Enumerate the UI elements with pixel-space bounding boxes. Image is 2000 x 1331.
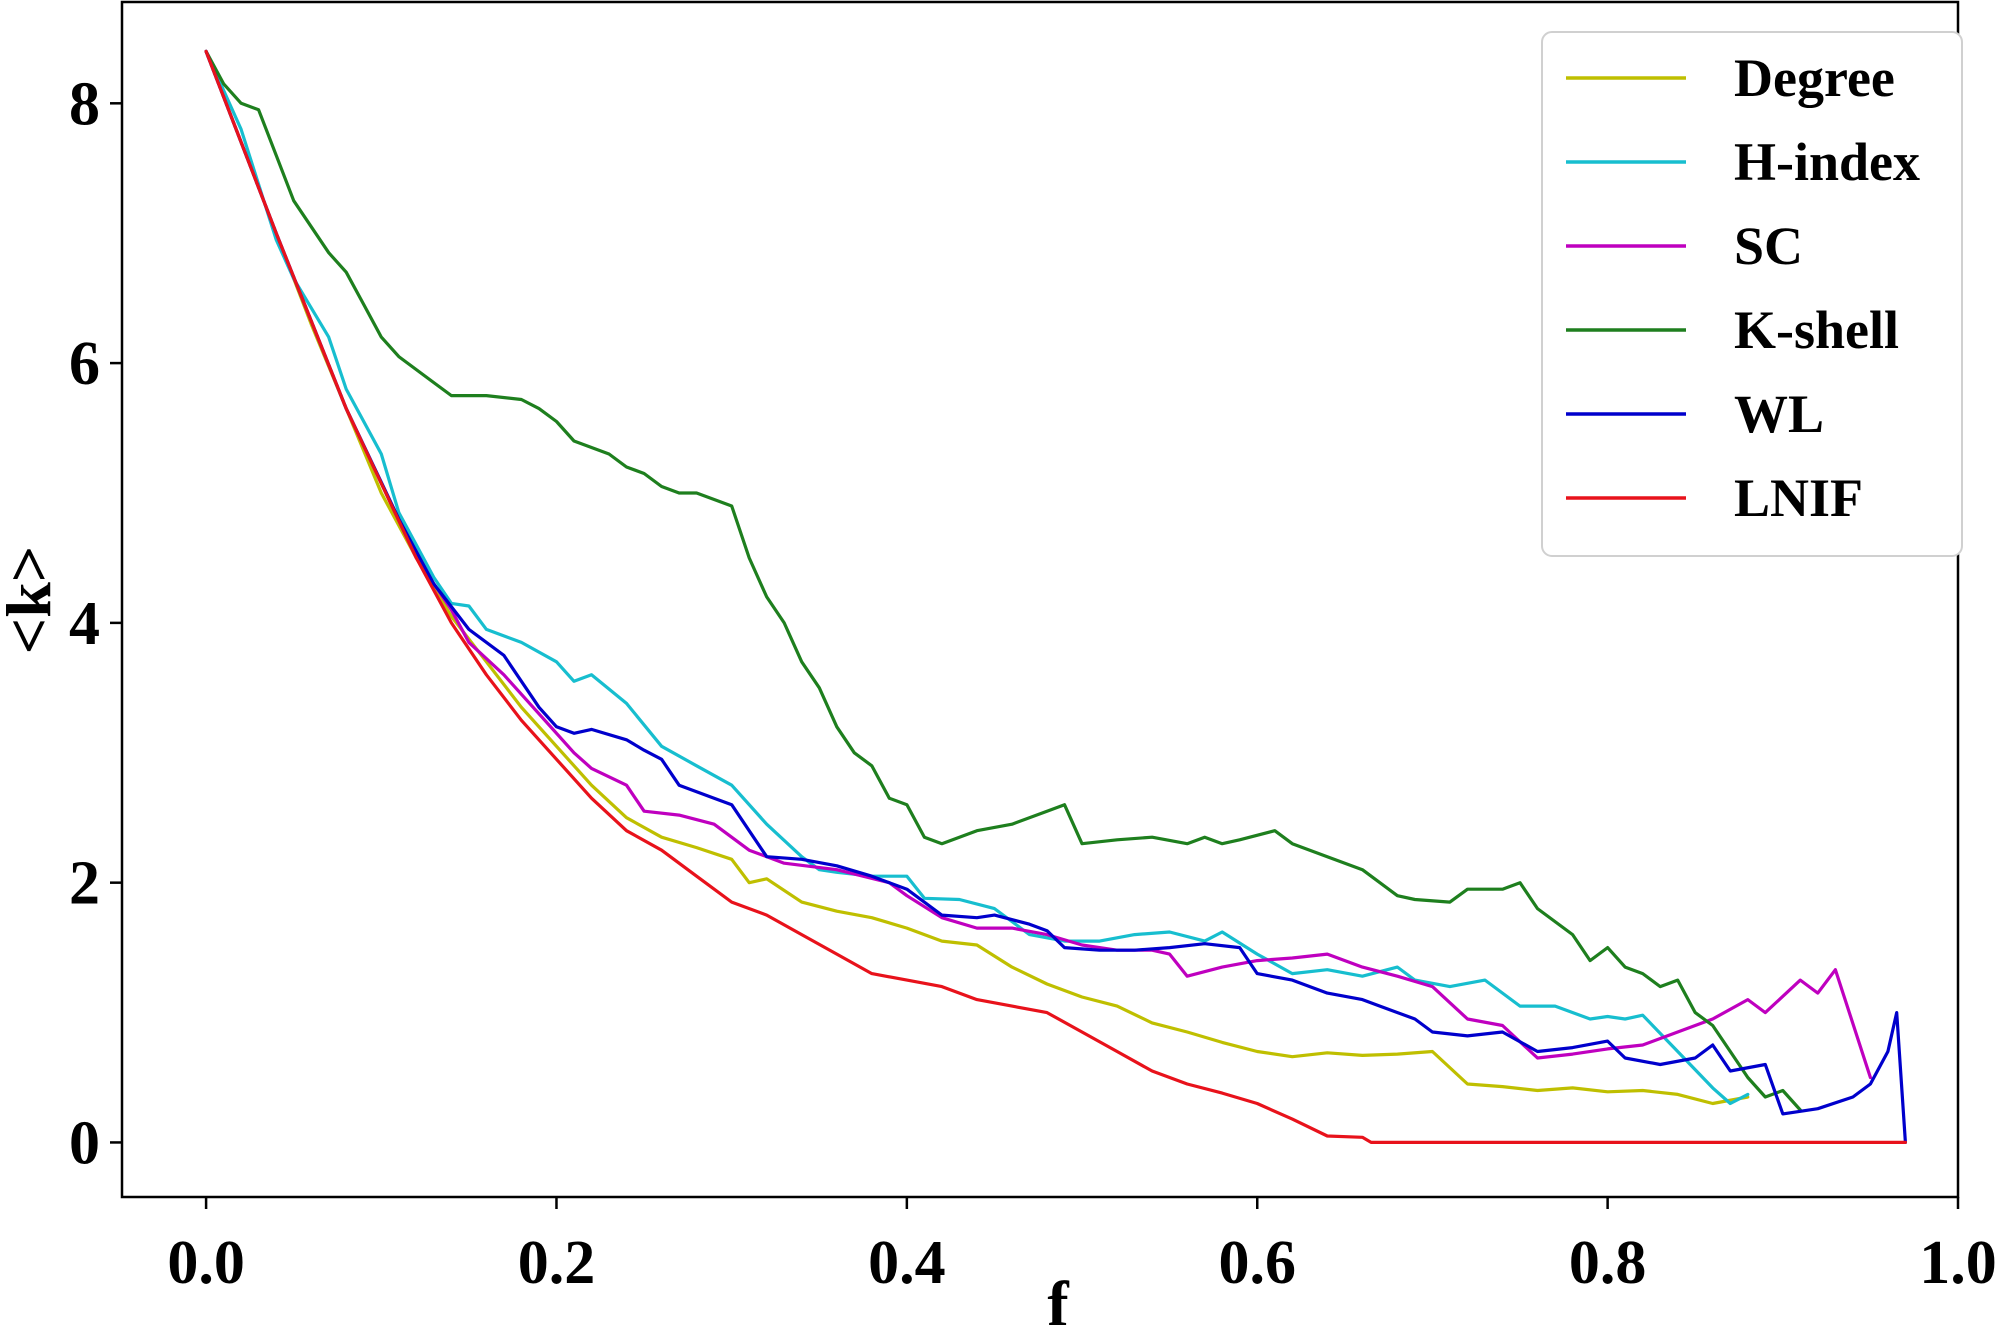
x-tick-label: 0.2 [518, 1229, 596, 1297]
legend: Degree H-index SC K-shell WL LNIF [1541, 31, 1963, 557]
legend-label-sc: SC [1734, 216, 1803, 276]
x-axis: 0.0 0.2 0.4 0.6 0.8 1.0 [167, 1197, 1997, 1297]
x-axis-label: f [1047, 1268, 1069, 1331]
y-axis-label: <k> [0, 546, 64, 655]
plot-frame [120, 0, 1960, 1199]
y-tick-label: 0 [69, 1109, 100, 1177]
series-line-k-shell [204, 49, 1802, 1112]
y-axis: 0 2 4 6 8 [69, 70, 122, 1177]
y-tick-label: 8 [69, 70, 100, 138]
legend-label-degree: Degree [1734, 48, 1895, 108]
x-tick-label: 0.4 [868, 1229, 946, 1297]
legend-label-wl: WL [1734, 384, 1824, 444]
legend-items: Degree H-index SC K-shell WL LNIF [1566, 48, 1920, 528]
x-tick-label: 1.0 [1919, 1229, 1997, 1297]
x-tick-label: 0.0 [167, 1229, 245, 1297]
y-tick-label: 2 [69, 850, 100, 918]
series-line-lnif [204, 49, 1907, 1144]
legend-label-h-index: H-index [1734, 132, 1920, 192]
series-line-h-index [204, 49, 1750, 1106]
series-layer [204, 49, 1907, 1144]
y-tick-label: 4 [69, 590, 100, 658]
series-line-wl [204, 49, 1907, 1144]
legend-label-k-shell: K-shell [1734, 300, 1899, 360]
x-tick-label: 0.6 [1218, 1229, 1296, 1297]
x-tick-label: 0.8 [1569, 1229, 1647, 1297]
y-tick-label: 6 [69, 330, 100, 398]
legend-label-lnif: LNIF [1734, 468, 1863, 528]
